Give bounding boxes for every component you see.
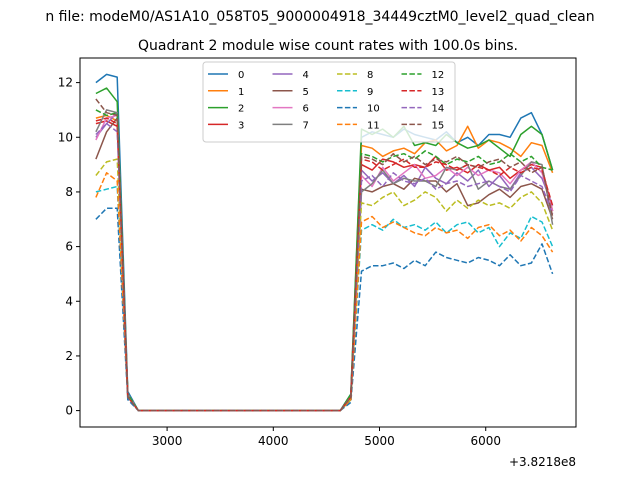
y-tick-label: 6: [65, 240, 73, 254]
x-tick-label: 4000: [258, 434, 289, 448]
legend-box: [202, 61, 456, 143]
legend-label-10: 10: [367, 104, 380, 115]
legend-label-9: 9: [367, 87, 373, 98]
series-line-11: [95, 172, 554, 412]
legend-label-5: 5: [303, 87, 309, 98]
y-tick-label: 10: [58, 130, 73, 144]
y-tick-label: 12: [58, 76, 73, 90]
series-line-4: [95, 111, 554, 412]
legend-label-7: 7: [303, 120, 309, 131]
x-tick-label: 6000: [470, 434, 501, 448]
y-tick-label: 2: [65, 349, 73, 363]
series-line-3: [95, 120, 554, 412]
legend-label-3: 3: [238, 120, 244, 131]
legend-label-15: 15: [432, 120, 445, 131]
y-tick-label: 8: [65, 185, 73, 199]
series-line-13: [95, 117, 554, 412]
legend-label-0: 0: [238, 70, 244, 81]
series-line-15: [95, 98, 554, 412]
series-line-5: [95, 117, 554, 412]
chart-suptitle: n file: modeM0/AS1A10_058T05_9000004918_…: [45, 9, 594, 25]
series-line-8: [95, 158, 554, 412]
legend-label-14: 14: [432, 104, 445, 115]
x-offset-label: +3.8218e8: [509, 455, 576, 469]
chart-title: Quadrant 2 module wise count rates with …: [138, 38, 518, 54]
series-line-10: [95, 207, 554, 412]
legend-label-8: 8: [367, 70, 373, 81]
y-tick-label: 4: [65, 294, 73, 308]
legend-label-12: 12: [432, 70, 445, 81]
x-tick-label: 3000: [152, 434, 183, 448]
series-line-1: [95, 114, 554, 412]
legend-label-6: 6: [303, 104, 309, 115]
series-line-7: [95, 109, 554, 412]
legend-label-4: 4: [303, 70, 309, 81]
series-line-9: [95, 185, 554, 412]
series-line-6: [95, 114, 554, 412]
x-tick-label: 5000: [364, 434, 395, 448]
legend-label-1: 1: [238, 87, 244, 98]
plot-area: 3000 4000 5000 6000024681012012345678910111…: [58, 57, 577, 448]
axes-frame: [79, 57, 577, 428]
series-line-14: [95, 122, 554, 412]
legend-label-13: 13: [432, 87, 445, 98]
series-line-12: [95, 109, 553, 412]
y-tick-label: 0: [65, 404, 73, 418]
legend-label-2: 2: [238, 104, 244, 115]
legend-label-11: 11: [367, 120, 380, 131]
